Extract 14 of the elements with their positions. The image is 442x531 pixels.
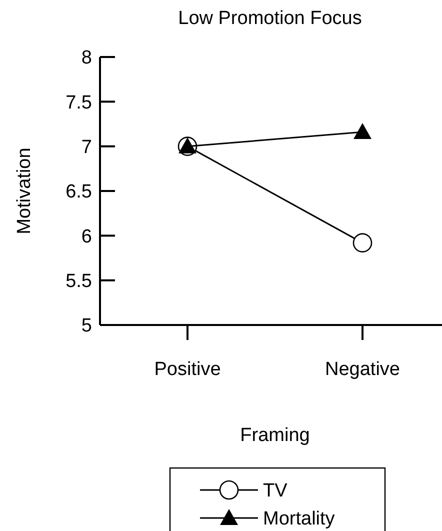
y-tick-label: 6.5 [66, 182, 92, 203]
legend-label: TV [263, 480, 288, 502]
y-tick-label: 5 [81, 316, 92, 337]
y-tick-label: 7.5 [66, 92, 92, 114]
chart-title: Low Promotion Focus [178, 8, 362, 29]
y-tick-label: 5.5 [66, 270, 92, 292]
x-tick-label: Positive [154, 359, 221, 380]
y-tick-label: 8 [81, 48, 92, 69]
legend-label: Mortality [263, 508, 336, 530]
x-tick-label: Negative [325, 359, 400, 380]
y-tick-label: 7 [81, 136, 92, 158]
y-tick-label: 6 [81, 226, 92, 248]
x-axis-title: Framing [240, 425, 310, 446]
y-axis-title: Motivation [14, 148, 35, 234]
